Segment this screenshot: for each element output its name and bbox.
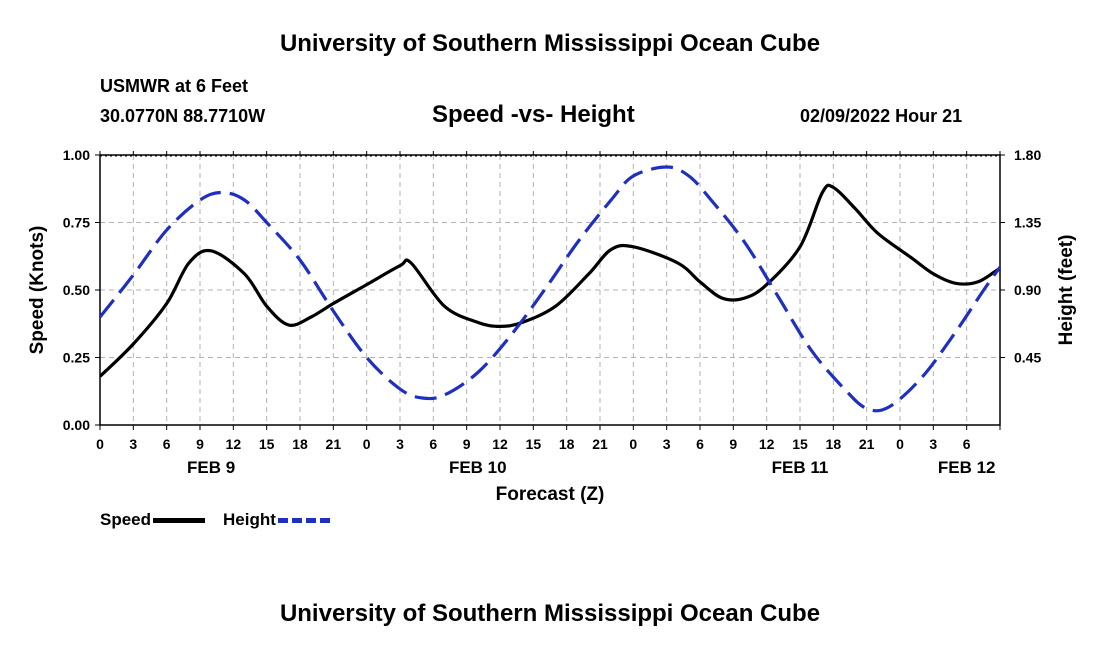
y-axis-label: Speed (Knots) <box>27 226 48 355</box>
x-day-label: FEB 9 <box>187 458 235 477</box>
grid-layer <box>100 155 1000 425</box>
legend-height-label: Height <box>223 510 276 529</box>
y-tick-label: 0.25 <box>63 350 90 366</box>
x-tick-label: 9 <box>463 436 471 452</box>
y2-tick-label: 1.35 <box>1014 215 1041 231</box>
x-day-label: FEB 11 <box>772 458 829 477</box>
x-tick-label: 0 <box>896 436 904 452</box>
x-tick-label: 6 <box>696 436 704 452</box>
station-label: USMWR at 6 Feet <box>100 76 249 96</box>
x-tick-label: 12 <box>226 436 242 452</box>
x-tick-label: 12 <box>759 436 775 452</box>
y-tick-label: 1.00 <box>63 147 90 163</box>
x-tick-label: 18 <box>292 436 308 452</box>
x-tick-label: 3 <box>396 436 404 452</box>
x-tick-label: 0 <box>363 436 371 452</box>
x-tick-label: 9 <box>196 436 204 452</box>
y-tick-label: 0.50 <box>63 282 90 298</box>
x-tick-label: 15 <box>526 436 542 452</box>
x-tick-label: 18 <box>559 436 575 452</box>
series-layer <box>100 165 1000 413</box>
x-tick-label: 12 <box>492 436 508 452</box>
y2-tick-label: 0.90 <box>1014 282 1041 298</box>
x-tick-label: 9 <box>729 436 737 452</box>
x-tick-label: 3 <box>663 436 671 452</box>
x-tick-label: 6 <box>163 436 171 452</box>
x-tick-label: 18 <box>826 436 842 452</box>
y2-tick-label: 0.45 <box>1014 350 1041 366</box>
y-tick-label: 0.00 <box>63 417 90 433</box>
x-tick-label: 3 <box>929 436 937 452</box>
x-tick-label: 6 <box>963 436 971 452</box>
y-tick-label: 0.75 <box>63 215 90 231</box>
x-day-label: FEB 10 <box>449 458 507 477</box>
x-tick-label: 21 <box>859 436 875 452</box>
x-tick-label: 0 <box>629 436 637 452</box>
x-axis-label: Forecast (Z) <box>496 484 605 505</box>
x-tick-label: 21 <box>592 436 608 452</box>
legend-speed-label: Speed <box>100 510 152 529</box>
series-line-height <box>100 165 1000 413</box>
forecast-datetime: 02/09/2022 Hour 21 <box>800 106 963 126</box>
legend-speed-swatch <box>153 517 206 523</box>
page-title-bottom: University of Southern Mississippi Ocean… <box>279 600 821 627</box>
y2-tick-label: 1.80 <box>1014 147 1041 163</box>
x-tick-label: 6 <box>429 436 437 452</box>
x-tick-label: 15 <box>259 436 275 452</box>
x-tick-label: 3 <box>129 436 137 452</box>
chart-title: Speed -vs- Height <box>432 101 635 128</box>
x-day-label: FEB 12 <box>938 458 996 477</box>
x-tick-label: 0 <box>96 436 104 452</box>
series-line-speed <box>100 183 1000 378</box>
x-tick-label: 21 <box>326 436 342 452</box>
station-coords: 30.0770N 88.7710W <box>100 106 266 126</box>
x-tick-label: 15 <box>792 436 808 452</box>
tick-layer: 0 3 6 9 12 15 18 21 0 3 6 9 12 15 18 21 0 3 6 9 12 15 18 21 0 3 6 0… <box>63 147 1042 477</box>
y2-axis-label: Height (feet) <box>1056 235 1077 346</box>
page-title-top: University of Southern Mississippi Ocean… <box>279 30 821 57</box>
legend-height-swatch <box>277 517 330 523</box>
legend: Speed Height <box>100 510 330 530</box>
